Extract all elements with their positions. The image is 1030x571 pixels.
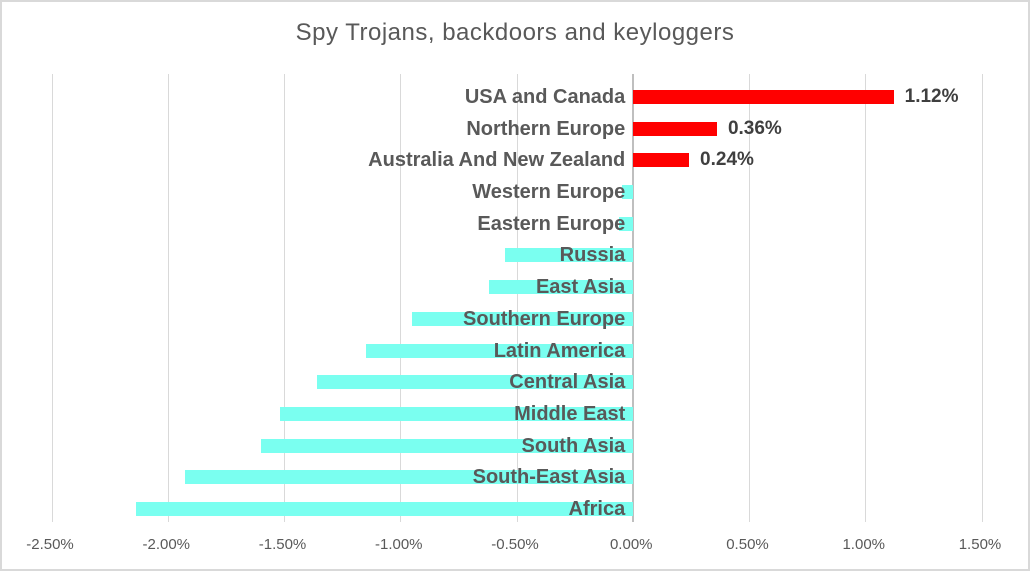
category-label-northern-europe: Northern Europe (466, 117, 626, 140)
category-label-south-asia: South Asia (521, 434, 626, 457)
category-label-latin-america: Latin America (493, 339, 626, 362)
category-label-east-asia: East Asia (535, 276, 626, 299)
bar-east-asia (489, 280, 634, 295)
bar-africa (135, 502, 634, 516)
bar-latin-america (365, 343, 634, 358)
x-tick-label: -0.50% (491, 536, 539, 553)
x-tick-label: 0.00% (609, 536, 653, 553)
bar-middle-east (279, 406, 634, 421)
category-label-africa: Africa (568, 498, 626, 520)
category-label-eastern-europe: Eastern Europe (477, 212, 626, 235)
category-label-middle-east: Middle East (514, 402, 626, 425)
bar-south-asia (261, 438, 634, 453)
bar-northern-europe (633, 121, 717, 136)
gridline (284, 74, 285, 522)
x-tick-label: -1.00% (374, 536, 423, 553)
gridline (400, 74, 402, 522)
bar-southern-europe (412, 311, 634, 326)
bar-western-europe (621, 185, 634, 200)
gridline (749, 74, 750, 522)
bar-south-east-asia (184, 470, 634, 485)
bar-russia (505, 248, 634, 263)
x-tick-label: -1.50% (258, 536, 307, 553)
x-tick-label: -2.50% (26, 536, 74, 553)
data-label-australia-and-new-zealand: 0.24% (700, 149, 754, 171)
x-tick-label: -2.00% (142, 536, 191, 553)
gridline (167, 74, 169, 522)
gridline (865, 74, 867, 522)
category-label-south-east-asia: South-East Asia (472, 466, 626, 489)
category-label-russia: Russia (559, 244, 626, 267)
data-label-usa-and-canada: 1.12% (904, 86, 959, 107)
bar-usa-and-canada (633, 90, 894, 104)
x-tick-label: 1.50% (958, 536, 1002, 553)
gridline (981, 74, 983, 522)
zero-axis-line (632, 74, 635, 522)
bar-eastern-europe (619, 216, 634, 231)
category-label-central-asia: Central Asia (509, 371, 626, 394)
category-label-southern-europe: Southern Europe (463, 307, 626, 330)
x-tick-label: 1.00% (842, 536, 886, 553)
gridline (51, 74, 53, 522)
category-label-usa-and-canada: USA and Canada (464, 86, 626, 108)
category-label-western-europe: Western Europe (472, 181, 626, 204)
bar-australia-and-new-zealand (633, 153, 690, 168)
category-label-australia-and-new-zealand: Australia And New Zealand (368, 149, 626, 172)
x-tick-label: 0.50% (726, 536, 769, 553)
data-label-northern-europe: 0.36% (727, 117, 782, 139)
chart-title: Spy Trojans, backdoors and keyloggers (295, 19, 735, 46)
gridline (516, 74, 518, 522)
bar-central-asia (317, 375, 634, 390)
